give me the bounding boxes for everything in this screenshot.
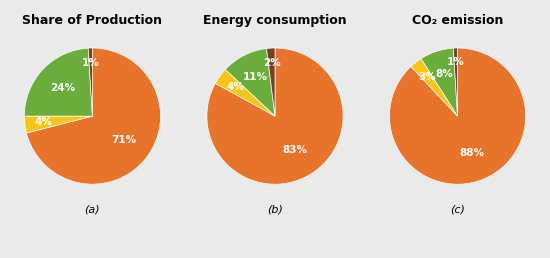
Text: 71%: 71% — [111, 135, 136, 145]
Wedge shape — [421, 48, 458, 116]
Text: 3%: 3% — [419, 72, 436, 82]
Wedge shape — [411, 59, 458, 116]
Title: CO₂ emission: CO₂ emission — [412, 14, 503, 27]
Title: Energy consumption: Energy consumption — [203, 14, 347, 27]
Text: 4%: 4% — [227, 82, 244, 92]
Text: 88%: 88% — [460, 148, 485, 158]
Title: Share of Production: Share of Production — [23, 14, 162, 27]
Wedge shape — [88, 48, 92, 116]
Text: 11%: 11% — [243, 72, 267, 82]
Text: 2%: 2% — [263, 58, 280, 68]
Text: (c): (c) — [450, 205, 465, 215]
Text: 1%: 1% — [82, 58, 100, 68]
Wedge shape — [266, 48, 275, 116]
Wedge shape — [207, 48, 343, 184]
Text: (a): (a) — [85, 205, 100, 215]
Text: (b): (b) — [267, 205, 283, 215]
Wedge shape — [453, 48, 458, 116]
Wedge shape — [226, 49, 275, 116]
Wedge shape — [389, 48, 526, 184]
Wedge shape — [215, 69, 275, 116]
Wedge shape — [24, 116, 92, 133]
Wedge shape — [26, 48, 161, 184]
Text: 1%: 1% — [447, 57, 465, 67]
Text: 83%: 83% — [283, 145, 307, 155]
Text: 24%: 24% — [50, 83, 75, 93]
Wedge shape — [24, 48, 92, 116]
Text: 8%: 8% — [435, 69, 453, 79]
Text: 4%: 4% — [35, 117, 53, 127]
